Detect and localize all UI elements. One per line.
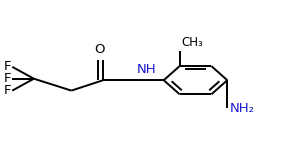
Text: F: F: [3, 60, 11, 73]
Text: O: O: [95, 43, 105, 56]
Text: F: F: [3, 84, 11, 97]
Text: F: F: [3, 72, 11, 85]
Text: NH: NH: [136, 63, 156, 76]
Text: CH₃: CH₃: [181, 36, 203, 49]
Text: NH₂: NH₂: [230, 102, 255, 115]
